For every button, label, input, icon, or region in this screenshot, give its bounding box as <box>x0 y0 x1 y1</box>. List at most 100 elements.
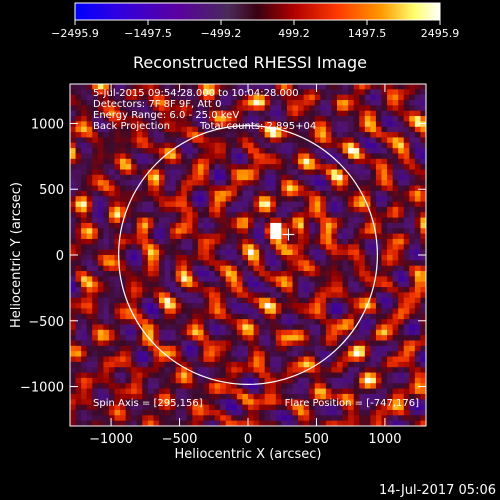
heatmap-cell <box>275 345 282 352</box>
heatmap-cell <box>159 377 165 384</box>
heatmap-cell <box>192 180 199 186</box>
heatmap-cell <box>353 249 360 256</box>
heatmap-cell <box>197 281 204 288</box>
heatmap-cell <box>414 271 421 277</box>
heatmap-cell <box>103 153 110 160</box>
heatmap-cell <box>225 233 232 240</box>
heatmap-cell <box>364 287 371 293</box>
heatmap-cell <box>270 116 277 122</box>
heatmap-cell <box>86 345 93 352</box>
heatmap-cell <box>286 206 293 213</box>
heatmap-cell <box>364 233 371 240</box>
heatmap-cell <box>86 222 93 229</box>
heatmap-cell <box>209 126 216 133</box>
heatmap-cell <box>409 137 416 144</box>
heatmap-cell <box>75 415 82 422</box>
heatmap-cell <box>381 271 388 277</box>
heatmap-cell <box>409 308 416 315</box>
heatmap-cell <box>192 94 199 101</box>
heatmap-cell <box>359 399 366 406</box>
heatmap-cell <box>409 351 416 357</box>
heatmap-cell <box>392 377 399 384</box>
heatmap-cell <box>403 249 410 256</box>
heatmap-cell <box>292 319 299 325</box>
heatmap-cell <box>175 399 182 406</box>
heatmap-cell <box>420 351 426 357</box>
heatmap-cell <box>75 121 82 128</box>
heatmap-cell <box>231 180 238 186</box>
heatmap-cell <box>231 110 238 117</box>
heatmap-cell <box>325 142 332 149</box>
heatmap-cell <box>314 212 321 218</box>
heatmap-cell <box>70 212 76 218</box>
heatmap-cell <box>147 319 154 325</box>
heatmap-cell <box>86 335 93 341</box>
heatmap-cell <box>314 132 321 138</box>
heatmap-cell <box>387 137 394 144</box>
heatmap-cell <box>209 185 216 192</box>
heatmap-cell <box>175 372 182 379</box>
heatmap-cell <box>348 351 355 357</box>
heatmap-cell <box>292 308 299 315</box>
heatmap-cell <box>108 142 115 149</box>
heatmap-cell <box>292 340 299 347</box>
heatmap-cell <box>309 260 316 267</box>
heatmap-cell <box>342 217 349 224</box>
heatmap-cell <box>203 415 210 422</box>
heatmap-cell <box>314 399 321 406</box>
heatmap-cell <box>103 132 110 138</box>
heatmap-cell <box>275 212 282 218</box>
heatmap-cell <box>320 303 327 309</box>
heatmap-cell <box>108 153 115 160</box>
heatmap-cell <box>253 319 260 325</box>
heatmap-cell <box>270 153 277 160</box>
heatmap-cell <box>331 105 338 112</box>
heatmap-cell <box>125 383 132 389</box>
heatmap-cell <box>120 281 127 288</box>
heatmap-cell <box>342 372 349 379</box>
heatmap-cell <box>97 383 104 389</box>
heatmap-cell <box>353 313 360 320</box>
heatmap-cell <box>175 393 182 400</box>
heatmap-cell <box>192 164 199 170</box>
heatmap-cell <box>259 399 266 406</box>
heatmap-cell <box>164 351 171 357</box>
heatmap-cell <box>220 393 227 400</box>
heatmap-cell <box>142 201 149 208</box>
heatmap-cell <box>309 292 316 299</box>
heatmap-cell <box>303 329 310 336</box>
heatmap-cell <box>403 244 410 251</box>
heatmap-cell <box>337 110 343 117</box>
heatmap-cell <box>270 420 277 426</box>
heatmap-cell <box>420 356 426 363</box>
heatmap-cell <box>398 265 405 272</box>
heatmap-cell <box>292 222 299 229</box>
heatmap-cell <box>364 105 371 112</box>
heatmap-cell <box>359 335 366 341</box>
heatmap-cell <box>387 153 394 160</box>
heatmap-cell <box>142 84 149 90</box>
heatmap-cell <box>353 276 360 283</box>
heatmap-cell <box>203 383 210 389</box>
heatmap-cell <box>331 399 338 406</box>
heatmap-cell <box>353 287 360 293</box>
heatmap-cell <box>108 201 115 208</box>
heatmap-cell <box>97 121 104 128</box>
heatmap-cell <box>414 287 421 293</box>
heatmap-cell <box>309 158 316 165</box>
heatmap-cell <box>231 89 238 96</box>
heatmap-cell <box>275 319 282 325</box>
heatmap-cell <box>86 377 93 384</box>
heatmap-cell <box>264 228 271 235</box>
heatmap-cell <box>370 126 377 133</box>
heatmap-cell <box>131 132 138 138</box>
heatmap-cell <box>108 313 115 320</box>
heatmap-cell <box>92 228 99 235</box>
heatmap-cell <box>170 415 177 422</box>
heatmap-cell <box>86 164 93 170</box>
heatmap-cell <box>275 249 282 256</box>
heatmap-cell <box>331 137 338 144</box>
heatmap-cell <box>142 142 149 149</box>
heatmap-cell <box>292 335 299 341</box>
heatmap-cell <box>292 356 299 363</box>
